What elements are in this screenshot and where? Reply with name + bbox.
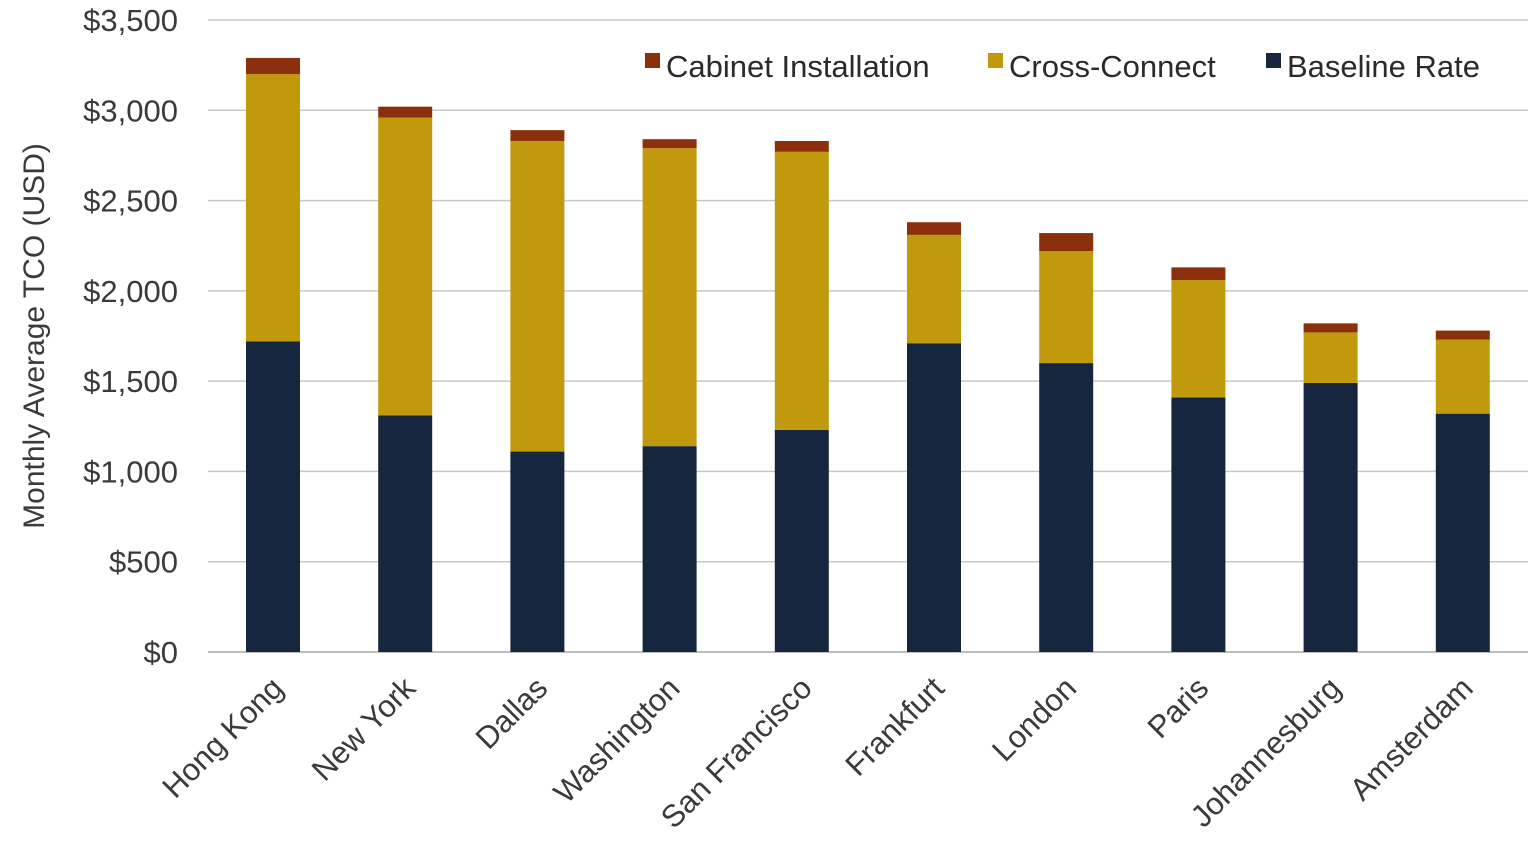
- bar-segment: [774, 140, 829, 152]
- y-tick-label: $0: [144, 635, 178, 670]
- x-tick-label: Frankfurt: [838, 670, 951, 783]
- bar-segment: [774, 151, 829, 430]
- bars: [246, 57, 1490, 652]
- legend-label: Baseline Rate: [1287, 49, 1480, 84]
- bar-segment: [1039, 233, 1094, 252]
- bar-segment: [246, 57, 300, 75]
- legend-label: Cabinet Installation: [666, 49, 930, 84]
- y-tick-label: $3,500: [83, 3, 178, 38]
- bar-segment: [378, 415, 433, 652]
- y-tick-label: $3,000: [83, 93, 178, 128]
- bar-segment: [1171, 280, 1226, 398]
- legend-swatch: [1266, 53, 1281, 68]
- bar-segment: [510, 451, 565, 652]
- bar-segment: [1171, 267, 1226, 281]
- y-tick-label: $1,500: [83, 364, 178, 399]
- bar-segment: [1435, 330, 1490, 340]
- bar-segment: [907, 222, 961, 235]
- bar-segment: [1435, 413, 1490, 652]
- legend-swatch: [988, 53, 1003, 68]
- legend-swatch: [645, 53, 660, 68]
- bar-segment: [1039, 363, 1094, 652]
- x-tick-label: Dallas: [469, 670, 555, 756]
- x-tick-label: Amsterdam: [1343, 670, 1480, 807]
- bar-segment: [378, 117, 433, 416]
- bar-segment: [642, 446, 697, 652]
- y-tick-label: $2,000: [83, 274, 178, 309]
- y-tick-label: $500: [109, 545, 178, 580]
- bar-segment: [1303, 323, 1358, 333]
- y-axis-title: Monthly Average TCO (USD): [18, 143, 51, 529]
- legend-label: Cross-Connect: [1009, 49, 1216, 84]
- legend: Cabinet Installation Cross-Connect Baselin…: [645, 49, 1480, 84]
- bar-segment: [907, 234, 961, 344]
- bar-segment: [510, 140, 565, 452]
- y-tick-label: $1,000: [83, 454, 178, 489]
- bar-segment: [907, 343, 961, 652]
- x-tick-label: Paris: [1141, 670, 1216, 745]
- y-tick-label: $2,500: [83, 184, 178, 219]
- x-tick-label: London: [985, 670, 1083, 768]
- x-tick-label: Hong Kong: [156, 670, 290, 804]
- bar-segment: [246, 74, 300, 342]
- bar-segment: [1303, 382, 1358, 652]
- bar-segment: [642, 139, 697, 149]
- bar-segment: [1171, 397, 1226, 652]
- bar-segment: [774, 429, 829, 652]
- bar-segment: [246, 341, 300, 652]
- y-axis-ticks: $0 $500 $1,000 $1,500 $2,000 $2,500 $3,000 $3,5…: [83, 3, 178, 670]
- x-tick-label: New York: [305, 670, 423, 788]
- x-tick-label: Washington: [547, 670, 687, 810]
- bar-segment: [1303, 332, 1358, 383]
- bar-segment: [378, 106, 433, 118]
- bar-segment: [510, 130, 565, 141]
- bar-segment: [1435, 339, 1490, 414]
- bar-segment: [642, 148, 697, 447]
- bar-segment: [1039, 251, 1094, 364]
